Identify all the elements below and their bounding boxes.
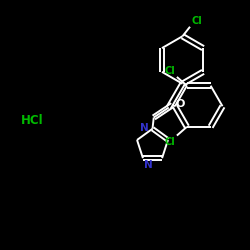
Text: O: O [176, 99, 185, 109]
Text: N: N [144, 160, 153, 170]
Text: HCl: HCl [21, 114, 44, 126]
Text: Cl: Cl [191, 16, 202, 26]
Text: Cl: Cl [165, 66, 175, 76]
Text: Cl: Cl [165, 137, 175, 147]
Text: N: N [140, 123, 149, 133]
